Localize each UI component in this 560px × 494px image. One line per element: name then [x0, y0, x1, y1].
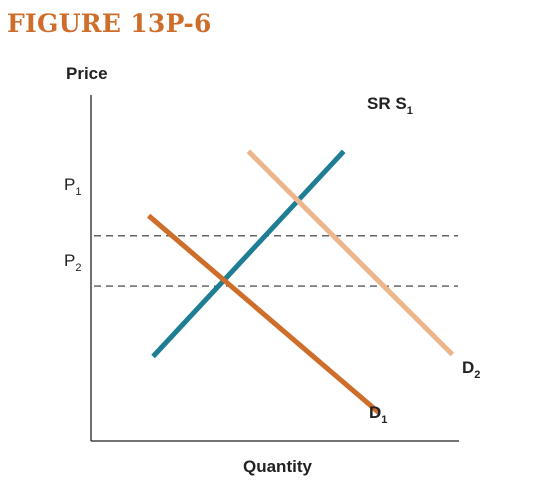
line-sr-s1: [151, 149, 346, 359]
figure-title: FIGURE 13P-6: [7, 9, 212, 38]
series-label-sr-s1: SR S1: [367, 94, 413, 117]
line-d2: [246, 149, 455, 357]
y-tick-label-p1: P1: [64, 175, 81, 198]
y-tick-label-p2: P2: [64, 251, 81, 274]
y-axis-label: Price: [66, 64, 108, 83]
x-axis-label: Quantity: [243, 457, 312, 476]
series-lines: [147, 149, 455, 415]
line-d1: [147, 213, 381, 415]
series-label-d2: D2: [462, 358, 480, 381]
series-label-d1: D1: [369, 403, 387, 426]
reference-lines: [94, 235, 458, 287]
